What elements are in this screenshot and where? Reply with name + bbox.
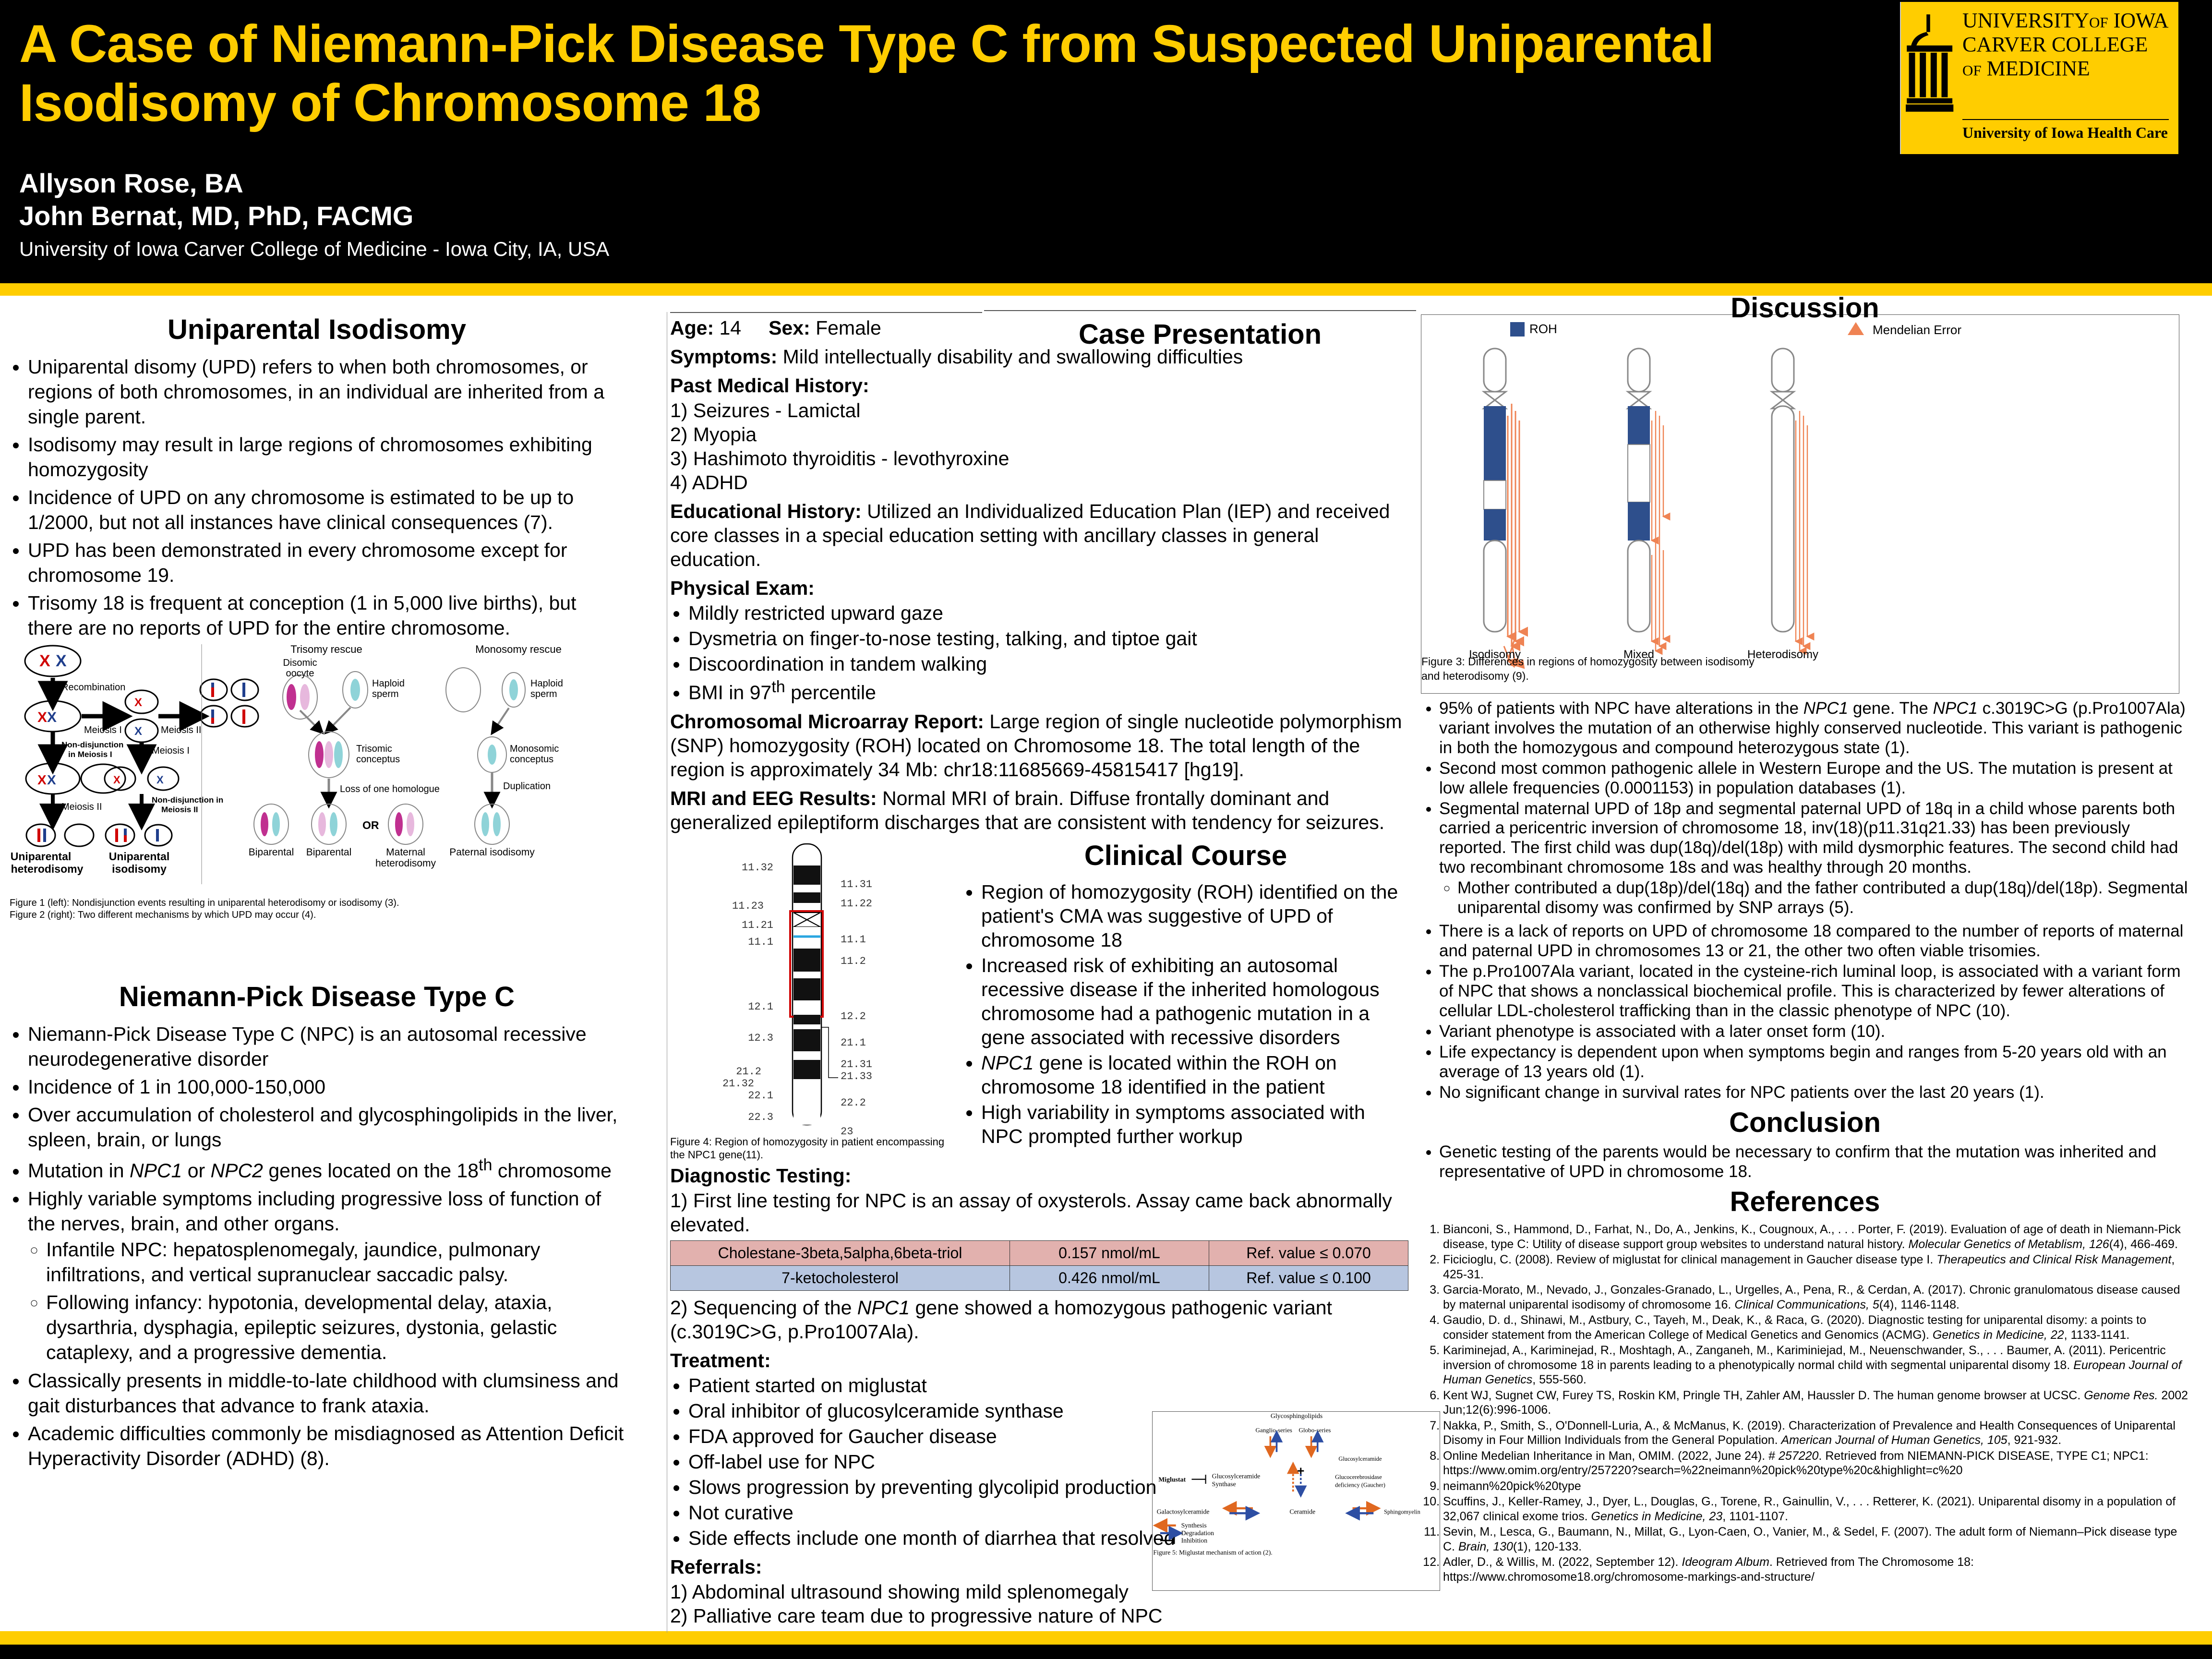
svg-text:22.2: 22.2 [841,1097,866,1109]
svg-text:conceptus: conceptus [510,754,553,765]
svg-text:Synthesis: Synthesis [1181,1522,1207,1529]
svg-text:12.3: 12.3 [748,1032,773,1044]
svg-text:12.2: 12.2 [841,1010,866,1022]
svg-text:Degradation: Degradation [1181,1529,1214,1537]
svg-text:Ceramide: Ceramide [1289,1508,1315,1515]
svg-text:Haploid: Haploid [372,678,405,689]
svg-text:OR: OR [362,819,379,831]
svg-text:Galactosylceramide: Galactosylceramide [1157,1508,1210,1515]
svg-text:21.32: 21.32 [722,1078,754,1090]
svg-text:Meiosis I: Meiosis I [84,725,122,735]
svg-text:22.3: 22.3 [748,1111,773,1123]
svg-text:Trisomic: Trisomic [356,744,392,754]
svg-text:Biparental: Biparental [306,847,352,858]
svg-text:21.1: 21.1 [841,1037,866,1049]
svg-text:Monosomic: Monosomic [510,744,559,754]
svg-text:heterodisomy: heterodisomy [11,863,84,875]
svg-text:Figure 5: Miglustat mechanism: Figure 5: Miglustat mechanism of action … [1153,1549,1272,1556]
svg-text:X: X [113,774,120,786]
svg-text:X: X [47,772,56,787]
svg-text:Non-disjunction in: Non-disjunction in [152,795,223,805]
svg-text:Sphingomyelin: Sphingomyelin [1384,1509,1420,1515]
svg-text:11.2: 11.2 [841,955,866,967]
svg-text:X: X [134,696,142,709]
svg-text:Uniparental: Uniparental [109,850,170,863]
svg-text:conceptus: conceptus [356,754,400,765]
svg-text:11.31: 11.31 [841,878,872,890]
svg-text:11.22: 11.22 [841,898,872,910]
svg-text:Maternal: Maternal [386,847,425,858]
svg-text:Inhibition: Inhibition [1181,1537,1208,1544]
svg-text:X: X [37,709,47,725]
svg-text:Duplication: Duplication [503,781,551,792]
svg-text:X: X [134,725,142,738]
svg-text:21.2: 21.2 [736,1066,761,1078]
svg-text:21.33: 21.33 [841,1070,872,1082]
svg-text:11.21: 11.21 [742,919,773,931]
svg-text:Uniparental: Uniparental [11,850,72,863]
svg-text:Ganglio-series: Ganglio-series [1255,1426,1292,1433]
svg-text:X: X [39,652,50,670]
svg-text:Figure 2 (right): Two differen: Figure 2 (right): Two different mechanis… [10,910,316,920]
svg-text:deficiency (Gaucher): deficiency (Gaucher) [1335,1482,1385,1489]
svg-text:Synthase: Synthase [1212,1480,1236,1488]
svg-text:Paternal isodisomy: Paternal isodisomy [449,847,535,858]
svg-text:Meiosis II: Meiosis II [161,725,201,735]
svg-text:11.32: 11.32 [742,862,773,874]
svg-text:11.1: 11.1 [748,936,773,948]
svg-text:in Meiosis I: in Meiosis I [68,750,112,759]
svg-text:Recombination: Recombination [61,682,125,693]
svg-text:Loss of one homologue: Loss of one homologue [340,784,440,794]
svg-text:Meiosis II: Meiosis II [61,802,102,812]
svg-text:Non-disjunction: Non-disjunction [61,740,123,749]
svg-text:Glucocerebrosidase: Glucocerebrosidase [1335,1474,1382,1480]
svg-text:Figure 1 (left): Nondisjunctio: Figure 1 (left): Nondisjunction events r… [10,898,399,908]
svg-text:X: X [47,709,57,725]
svg-text:Biparental: Biparental [249,847,294,858]
svg-text:oocyte: oocyte [286,668,314,679]
svg-text:Glucosylceramide: Glucosylceramide [1338,1455,1382,1462]
svg-text:Meiosis II: Meiosis II [161,805,198,814]
svg-text:heterodisomy: heterodisomy [375,858,436,869]
svg-text:21.31: 21.31 [841,1058,872,1070]
svg-text:Globo-series: Globo-series [1298,1426,1331,1433]
svg-text:isodisomy: isodisomy [112,863,167,875]
svg-text:Glycosphingolipids: Glycosphingolipids [1271,1412,1322,1419]
svg-text:Disomic: Disomic [283,658,317,668]
svg-text:22.1: 22.1 [748,1090,773,1102]
svg-text:Glucosylceramide: Glucosylceramide [1212,1472,1261,1479]
svg-text:Miglustat: Miglustat [1158,1476,1186,1483]
svg-text:12.1: 12.1 [748,1001,773,1013]
svg-text:X: X [156,774,164,786]
svg-text:X: X [37,772,47,787]
svg-text:sperm: sperm [530,689,557,699]
svg-text:11.23: 11.23 [732,900,764,912]
svg-text:sperm: sperm [372,689,399,699]
svg-text:Haploid: Haploid [530,678,563,689]
svg-text:Monosomy rescue: Monosomy rescue [475,643,562,655]
svg-text:Trisomy rescue: Trisomy rescue [290,643,362,655]
svg-text:Meiosis I: Meiosis I [152,745,190,756]
svg-text:11.1: 11.1 [841,934,866,946]
svg-text:X: X [56,652,67,670]
